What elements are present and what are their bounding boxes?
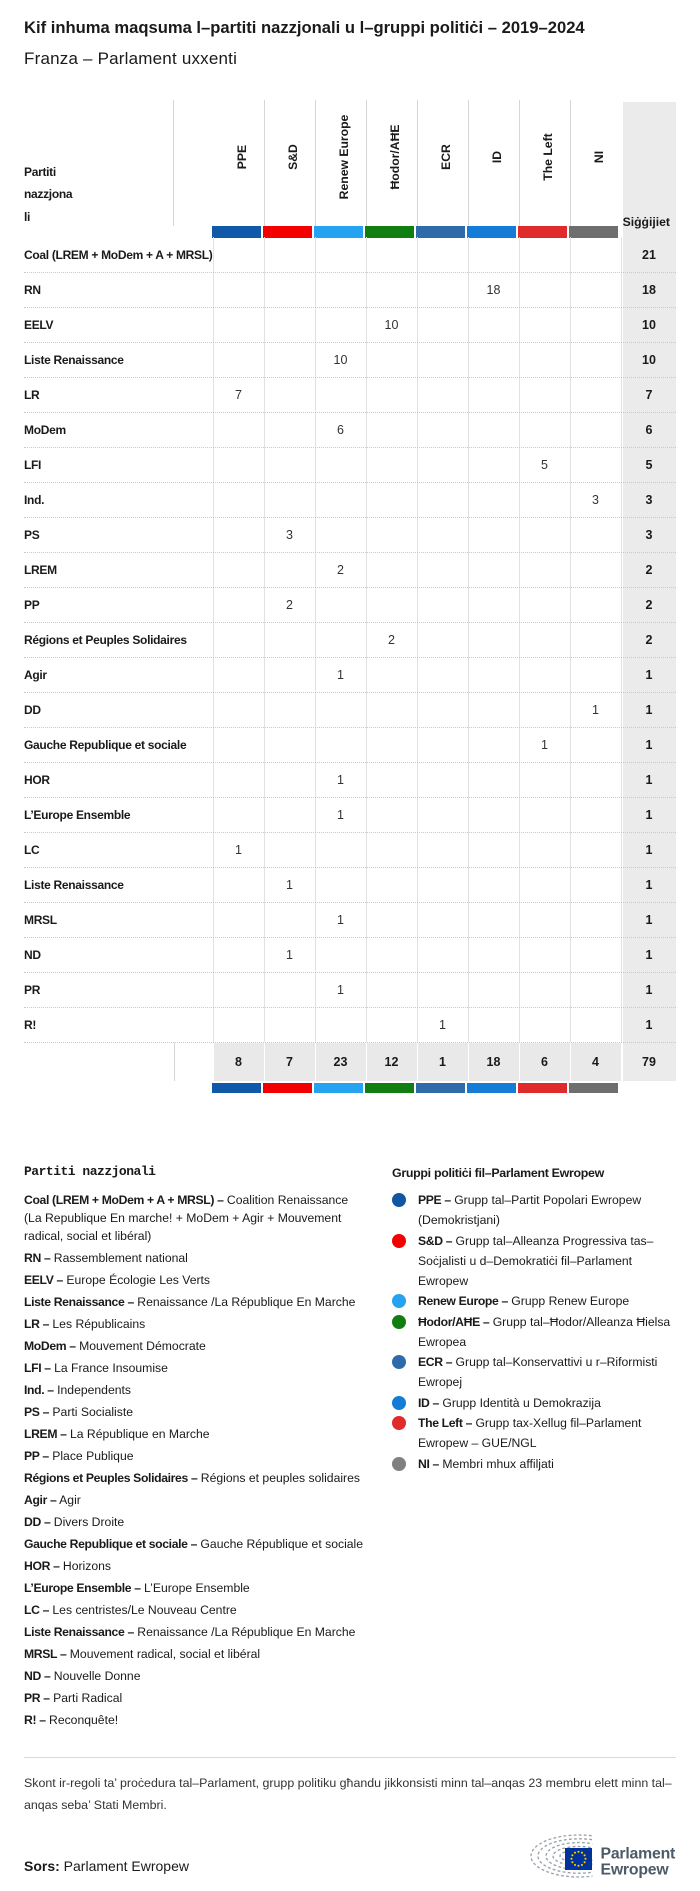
svg-text:ParlamentEwropew: Parlament Ewropew bbox=[601, 1846, 677, 1879]
